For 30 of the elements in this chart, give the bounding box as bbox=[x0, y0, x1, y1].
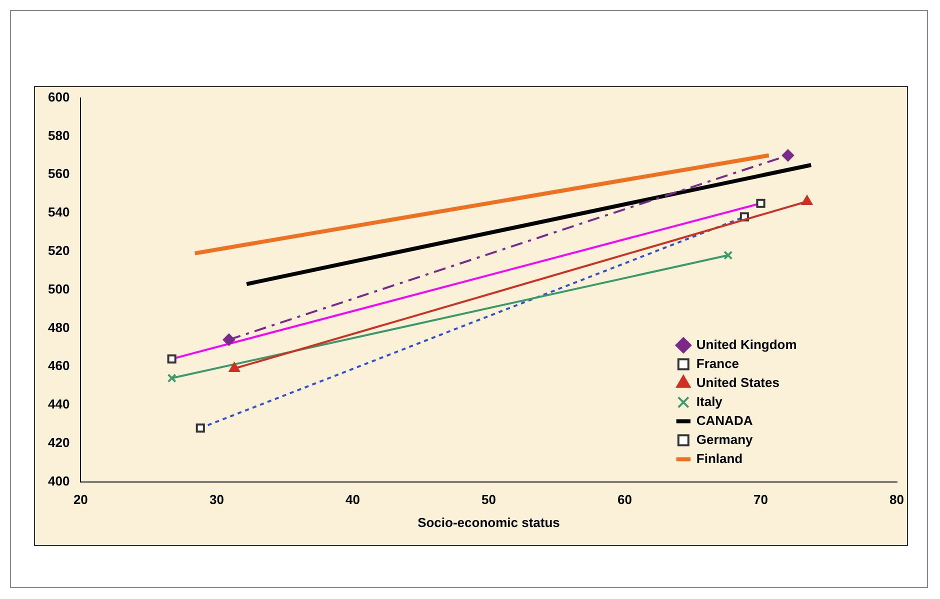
point bbox=[222, 334, 235, 346]
y-tick-label: 400 bbox=[48, 473, 70, 488]
legend-label: Germany bbox=[696, 432, 754, 447]
y-tick-label: 460 bbox=[48, 358, 70, 374]
x-tick-label: 50 bbox=[481, 492, 496, 508]
legend-label: United Kingdom bbox=[696, 336, 797, 352]
point bbox=[724, 250, 733, 260]
y-tick-label: 600 bbox=[48, 89, 70, 104]
legend-label: CANADA bbox=[696, 412, 754, 428]
x-axis-title: Socio-economic status bbox=[418, 514, 560, 530]
x-tick-label: 40 bbox=[345, 492, 360, 508]
x-tick-label: 20 bbox=[73, 492, 88, 508]
point bbox=[782, 149, 794, 162]
y-tick-label: 480 bbox=[48, 320, 70, 335]
y-tick-label: 560 bbox=[48, 166, 70, 182]
x-tick-label: 30 bbox=[209, 492, 224, 508]
legend-label: France bbox=[696, 356, 740, 371]
legend-label: Italy bbox=[696, 394, 724, 409]
y-tick-label: 440 bbox=[48, 396, 70, 412]
legend-label: Finland bbox=[696, 450, 743, 466]
point bbox=[167, 374, 176, 383]
y-tick-label: 420 bbox=[48, 434, 70, 450]
y-tick-label: 540 bbox=[48, 204, 70, 220]
x-tick-label: 70 bbox=[754, 492, 768, 508]
y-tick-label: 500 bbox=[48, 281, 70, 296]
x-tick-label: 60 bbox=[618, 492, 632, 508]
legend-label: United States bbox=[696, 374, 780, 390]
y-tick-label: 580 bbox=[48, 128, 70, 143]
y-tick-label: 520 bbox=[48, 242, 70, 258]
x-tick-label: 80 bbox=[890, 492, 904, 508]
